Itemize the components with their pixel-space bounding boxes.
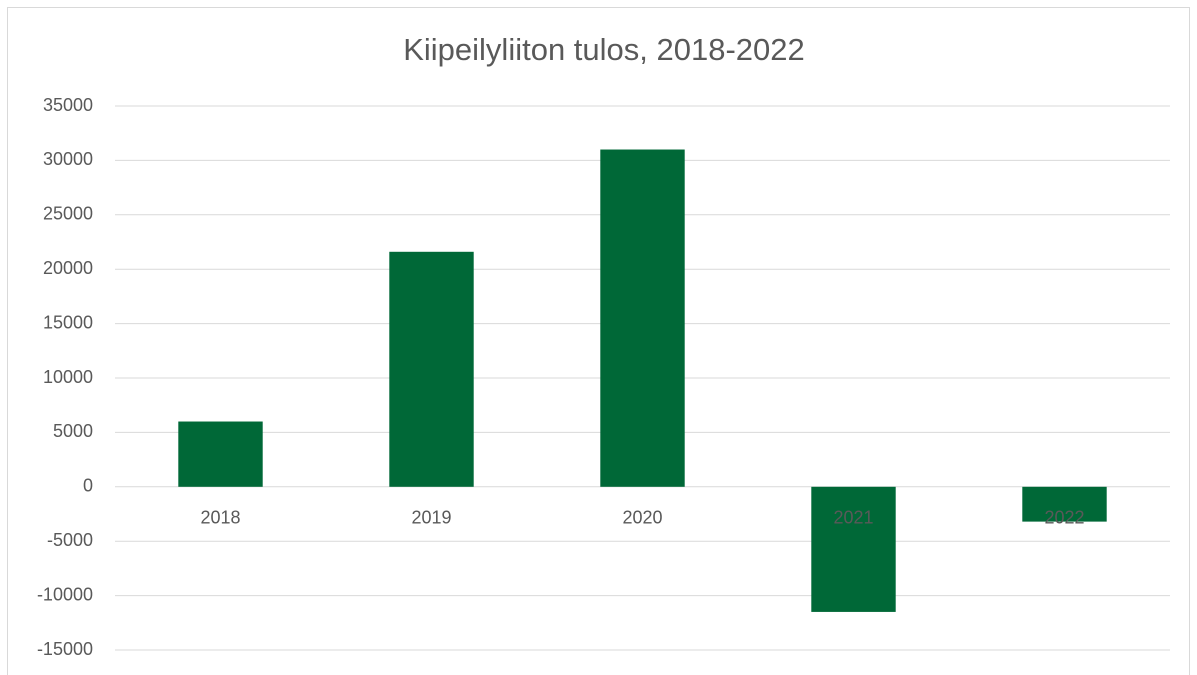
y-tick-label: 20000 (43, 258, 93, 278)
y-tick-label: 5000 (53, 421, 93, 441)
x-tick-label: 2018 (200, 508, 240, 528)
y-tick-label: 35000 (43, 95, 93, 115)
bar (389, 251, 474, 487)
y-tick-label: -15000 (37, 639, 93, 659)
x-tick-label: 2021 (833, 508, 873, 528)
bar (811, 486, 896, 612)
y-tick-label: 10000 (43, 367, 93, 387)
y-tick-label: -10000 (37, 584, 93, 604)
bar (178, 421, 263, 487)
y-tick-label: 30000 (43, 149, 93, 169)
y-tick-label: 15000 (43, 312, 93, 332)
bar (1022, 486, 1107, 522)
bar (600, 149, 685, 487)
x-tick-label: 2020 (622, 508, 662, 528)
x-tick-label: 2022 (1044, 508, 1084, 528)
x-tick-label: 2019 (411, 508, 451, 528)
y-tick-label: 25000 (43, 204, 93, 224)
chart-border (7, 7, 1190, 675)
y-tick-label: 0 (83, 476, 93, 496)
y-tick-label: -5000 (47, 530, 93, 550)
chart-title: Kiipeilyliiton tulos, 2018-2022 (403, 32, 805, 67)
